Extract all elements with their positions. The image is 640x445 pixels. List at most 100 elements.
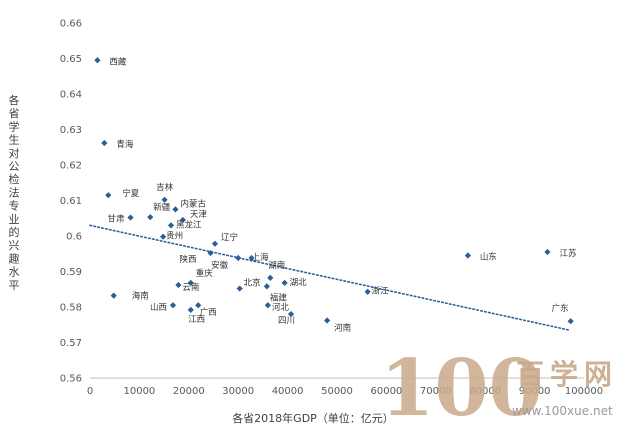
point-label: 山西 [150,302,167,313]
y-axis-title-char: 兴 [9,239,20,252]
data-point [464,252,472,259]
point-label: 河南 [334,322,351,333]
data-point [187,279,194,286]
point-label: 安徽 [211,260,229,271]
y-axis-title-char: 专 [9,199,20,213]
x-tick-label: 30000 [222,386,254,397]
y-tick-label: 0.57 [60,338,82,349]
data-point [567,318,574,325]
y-axis-title-char: 对 [9,146,20,160]
data-point [94,57,101,64]
data-point [195,302,202,309]
point-label: 上海 [252,252,270,263]
x-tick-label: 50000 [321,386,353,397]
data-point [324,317,331,324]
point-label: 西藏 [109,56,127,67]
data-point [160,233,167,240]
x-axis-title: 各省2018年GDP（单位：亿元） [232,411,394,425]
point-label: 江西 [188,315,205,325]
y-axis-title-char: 平 [9,279,20,292]
y-tick-label: 0.6 [66,232,82,243]
point-label: 重庆 [196,268,214,279]
point-label: 贵州 [166,231,183,242]
axes: 0 10000 20000 30000 40000 50000 60000 70000 8000… [60,19,603,398]
point-label: 湖南 [268,260,285,271]
y-tick-label: 0.61 [60,196,82,207]
point-label: 福建 [270,292,288,303]
y-tick-label: 0.66 [60,19,82,30]
y-axis-title-char: 学 [9,119,20,133]
y-axis-title-char: 各 [9,93,20,107]
data-point [187,306,194,313]
x-tick-label: 90000 [519,386,551,397]
watermark-logo: 100 百学网 www.100xue.net [380,343,618,434]
y-axis-title-char: 检 [9,172,20,186]
y-axis-title-char: 的 [9,225,20,239]
data-point [267,274,274,281]
trendline-group [89,224,570,331]
watermark-text: 百学网 [516,358,618,391]
data-point [211,240,219,247]
x-tick-label: 10000 [123,386,155,397]
y-axis-title-char: 法 [9,185,20,199]
points-group [94,57,574,325]
point-label: 海南 [132,291,149,302]
data-point [175,281,182,289]
y-tick-label: 0.64 [60,90,82,101]
point-label: 广西 [200,307,217,318]
data-point [287,311,295,318]
point-label: 河北 [272,302,290,313]
data-point [248,254,255,262]
x-tick-label: 20000 [173,386,205,397]
point-label: 山东 [480,252,497,263]
y-tick-label: 0.59 [60,267,82,278]
data-point [161,196,168,203]
data-point [127,214,134,221]
point-label: 吉林 [156,182,174,193]
y-tick-label: 0.65 [60,54,82,65]
y-tick-label: 0.56 [60,374,82,385]
point-label: 甘肃 [107,214,125,225]
x-tick-label: 100000 [565,386,603,397]
x-tick-label: 70000 [420,386,452,397]
point-label: 广东 [552,303,569,314]
x-tick-label: 60000 [370,386,402,397]
x-tick-label: 80000 [469,386,501,397]
point-label: 四川 [278,316,295,326]
x-tick-label: 40000 [272,386,304,397]
data-point [207,249,214,257]
data-point [169,302,177,309]
point-label: 陕西 [180,254,197,265]
data-point [101,139,108,147]
y-axis-title-char: 省 [9,107,20,120]
point-label: 湖北 [290,278,308,288]
y-tick-label: 0.63 [60,125,82,136]
data-point [264,302,271,309]
data-point [281,279,288,286]
x-tick-label: 0 [87,386,93,397]
watermark-url: www.100xue.net [512,404,613,418]
point-label: 黑龙江 [176,219,202,230]
y-tick-label: 0.62 [60,161,82,172]
point-label: 云南 [182,282,199,293]
point-label: 宁夏 [122,188,140,199]
data-point [236,285,243,292]
y-axis-title-char: 公 [9,160,20,173]
y-tick-label: 0.58 [60,303,82,314]
data-point [172,206,179,213]
data-point [167,222,175,229]
data-point [364,288,371,295]
point-label: 天津 [190,209,208,220]
point-label: 内蒙古 [180,198,206,209]
point-label: 辽宁 [221,232,238,243]
data-point [110,292,117,299]
point-label: 青海 [116,139,134,150]
y-axis-title-char: 水 [9,266,20,279]
data-point [544,248,551,256]
trendline [89,224,570,331]
data-point [105,192,112,199]
point-label: 浙江 [372,286,390,297]
data-point [263,283,270,290]
